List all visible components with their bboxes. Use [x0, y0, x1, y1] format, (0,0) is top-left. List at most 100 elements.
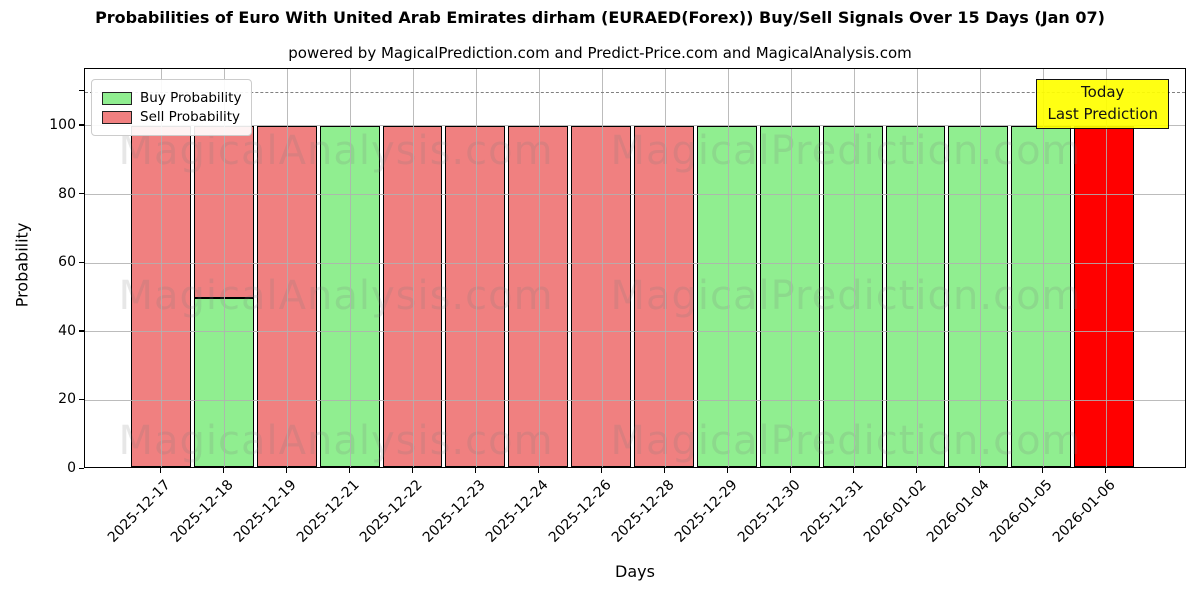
gridline-vertical	[475, 69, 477, 467]
buy-probability-swatch	[102, 91, 132, 105]
gridline-horizontal	[85, 194, 1185, 196]
gridline-vertical	[853, 69, 855, 467]
x-tick-label: 2026-01-04	[923, 477, 993, 546]
x-tick-label: 2025-12-21	[293, 477, 363, 546]
x-tick-label: 2025-12-24	[482, 477, 552, 546]
legend-label-buy: Buy Probability	[140, 90, 242, 106]
gridline-horizontal	[85, 125, 1185, 127]
gridline-vertical	[1105, 69, 1107, 467]
watermark-text: MagicalPrediction.com	[610, 128, 1082, 174]
gridline-vertical	[412, 69, 414, 467]
x-tick-mark	[222, 468, 224, 473]
x-tick-label: 2025-12-31	[797, 477, 867, 546]
x-tick-label: 2025-12-22	[356, 477, 426, 546]
x-tick-mark	[159, 468, 161, 473]
y-tick-label: 100	[49, 116, 76, 133]
bar-2026-01-04	[948, 69, 1009, 467]
y-tick-mark	[79, 467, 84, 469]
bar-segment-sell	[382, 125, 443, 467]
bar-segment-sell	[445, 125, 506, 467]
x-tick-mark	[726, 468, 728, 473]
x-tick-label: 2025-12-18	[167, 477, 237, 546]
gridline-vertical	[664, 69, 666, 467]
bar-2025-12-23	[445, 69, 506, 467]
gridline-vertical	[1042, 69, 1044, 467]
y-tick-mark	[79, 193, 84, 195]
x-tick-mark	[600, 468, 602, 473]
x-tick-mark	[474, 468, 476, 473]
x-tick-mark	[537, 468, 539, 473]
bar-segment-sell	[634, 125, 694, 467]
gridline-vertical	[160, 69, 162, 467]
x-tick-mark	[663, 468, 665, 473]
x-tick-mark	[915, 468, 917, 473]
today-annotation: Today Last Prediction	[1036, 79, 1169, 129]
gridline-horizontal	[85, 399, 1185, 401]
bar-segment-sell	[1074, 125, 1134, 467]
bar-segment-buy	[822, 125, 883, 467]
x-tick-label: 2025-12-28	[608, 477, 678, 546]
gridline-horizontal	[85, 262, 1185, 264]
bar-2025-12-31	[822, 69, 883, 467]
gridline-vertical	[223, 69, 225, 467]
x-tick-mark	[852, 468, 854, 473]
bar-2025-12-24	[508, 69, 569, 467]
legend-item-sell: Sell Probability	[102, 109, 241, 125]
gridline-vertical	[979, 69, 981, 467]
x-tick-mark	[789, 468, 791, 473]
y-tick-mark	[79, 261, 84, 263]
y-tick-mark	[79, 124, 84, 126]
watermark-text: MagicalPrediction.com	[610, 273, 1082, 319]
plot-area: MagicalAnalysis.com MagicalPrediction.com…	[84, 68, 1186, 468]
bar-segment-buy	[948, 125, 1009, 467]
annotation-line-1: Today	[1081, 83, 1125, 101]
y-tick-label: 60	[58, 254, 76, 271]
bar-2025-12-22	[382, 69, 443, 467]
sell-probability-swatch	[102, 110, 132, 124]
bar-segment-buy	[885, 125, 946, 467]
x-tick-label: 2026-01-02	[860, 477, 930, 546]
watermark-text: MagicalAnalysis.com	[118, 418, 554, 464]
x-tick-label: 2025-12-19	[230, 477, 300, 546]
y-tick-mark	[79, 398, 84, 401]
gridline-horizontal	[85, 331, 1185, 333]
bar-2025-12-28	[634, 69, 694, 467]
bar-2025-12-30	[759, 69, 820, 467]
chart-title: Probabilities of Euro With United Arab E…	[95, 8, 1105, 27]
legend: Buy Probability Sell Probability	[91, 79, 253, 136]
gridline-vertical	[727, 69, 729, 467]
bar-segment-sell	[508, 125, 569, 467]
annotation-line-2: Last Prediction	[1047, 104, 1158, 123]
bar-segment-buy	[759, 125, 820, 467]
y-tick-label: 80	[58, 185, 76, 202]
gridline-vertical	[790, 69, 792, 467]
x-tick-mark	[348, 468, 350, 473]
x-tick-mark	[1104, 468, 1106, 473]
gridline-vertical	[286, 69, 288, 467]
gridline-vertical	[916, 69, 918, 467]
watermark-text: MagicalPrediction.com	[610, 418, 1082, 464]
x-tick-label: 2025-12-17	[104, 477, 174, 546]
x-tick-label: 2026-01-05	[986, 477, 1056, 546]
gridline-vertical	[349, 69, 351, 467]
legend-label-sell: Sell Probability	[140, 109, 241, 125]
x-tick-label: 2025-12-30	[734, 477, 804, 546]
y-tick-mark	[79, 330, 84, 332]
bar-segment-buy	[696, 125, 757, 467]
x-tick-mark	[411, 468, 413, 473]
bar-2026-01-06	[1074, 69, 1134, 467]
x-tick-mark	[285, 468, 287, 473]
watermark-text: MagicalAnalysis.com	[118, 273, 554, 319]
bars-container	[85, 69, 1185, 467]
bar-2025-12-29	[696, 69, 757, 467]
x-tick-label: 2025-12-26	[545, 477, 615, 546]
x-tick-label: 2025-12-29	[671, 477, 741, 546]
y-tick-label: 40	[58, 322, 76, 339]
y-tick-mark	[79, 90, 84, 92]
y-tick-label: 0	[67, 460, 76, 476]
gridline-vertical	[601, 69, 603, 467]
x-axis-label: Days	[615, 562, 655, 581]
x-tick-mark	[1041, 468, 1043, 473]
chart-subtitle: powered by MagicalPrediction.com and Pre…	[288, 44, 912, 62]
